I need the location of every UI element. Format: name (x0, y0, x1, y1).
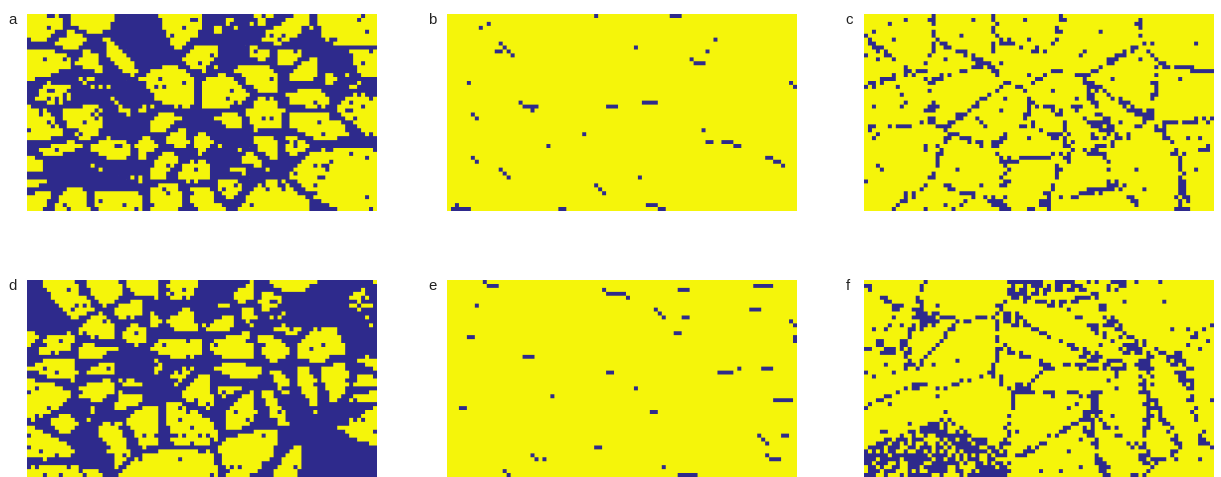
panel-label: c (846, 11, 854, 28)
figure: a b c d e f (0, 0, 1221, 477)
panel-label: e (429, 277, 437, 294)
panel-background (864, 14, 1214, 211)
panel-label: b (429, 11, 437, 28)
panel-label: d (9, 277, 17, 294)
panel-label: a (9, 11, 18, 28)
panel-label: f (846, 277, 851, 294)
panel-background (447, 280, 797, 477)
